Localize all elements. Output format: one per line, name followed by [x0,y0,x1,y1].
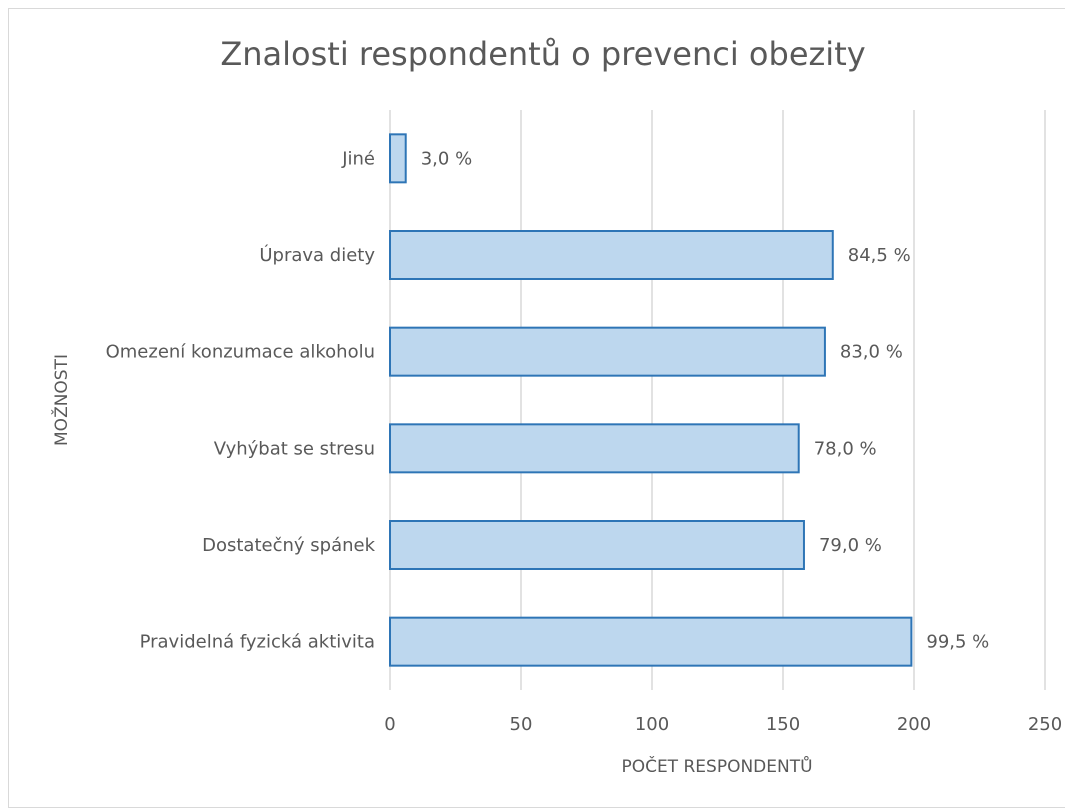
data-label: 83,0 % [840,342,903,363]
bar [389,423,800,474]
bar [389,520,805,570]
x-tick-label: 200 [897,714,931,735]
category-label: Vyhýbat se stresu [214,438,375,459]
bar [389,616,913,667]
category-labels: Jiné Úprava diety Omezení konzumace alkoho… [106,148,376,652]
category-label: Dostatečný spánek [202,535,375,556]
data-label: 84,5 % [848,245,911,266]
bar [389,133,407,184]
bar [389,326,826,377]
x-tick-labels: 0 50 100 150 200 250 [384,714,1062,735]
x-tick-label: 100 [635,714,669,735]
category-label: Úprava diety [259,244,375,266]
category-label: Omezení konzumace alkoholu [106,342,375,363]
x-tick-label: 250 [1028,714,1062,735]
x-tick-label: 150 [766,714,800,735]
bar [389,230,834,280]
gridlines [389,110,1046,690]
x-axis-title: POČET RESPONDENTŮ [621,755,812,777]
x-tick-label: 0 [384,714,395,735]
category-label: Pravidelná fyzická aktivita [140,632,375,653]
chart-title: Znalosti respondentů o prevenci obezity [220,35,865,73]
chart-frame [8,8,1065,808]
data-labels: 3,0 % 84,5 % 83,0 % 78,0 % 79,0 % 99,5 % [421,148,990,652]
y-axis-title: MOŽNOSTI [50,354,72,446]
x-tick-label: 50 [510,714,533,735]
data-label: 79,0 % [819,535,882,556]
data-label: 3,0 % [421,148,472,169]
bars [389,133,913,667]
data-label: 99,5 % [926,632,989,653]
data-label: 78,0 % [814,438,877,459]
category-label: Jiné [341,148,375,169]
